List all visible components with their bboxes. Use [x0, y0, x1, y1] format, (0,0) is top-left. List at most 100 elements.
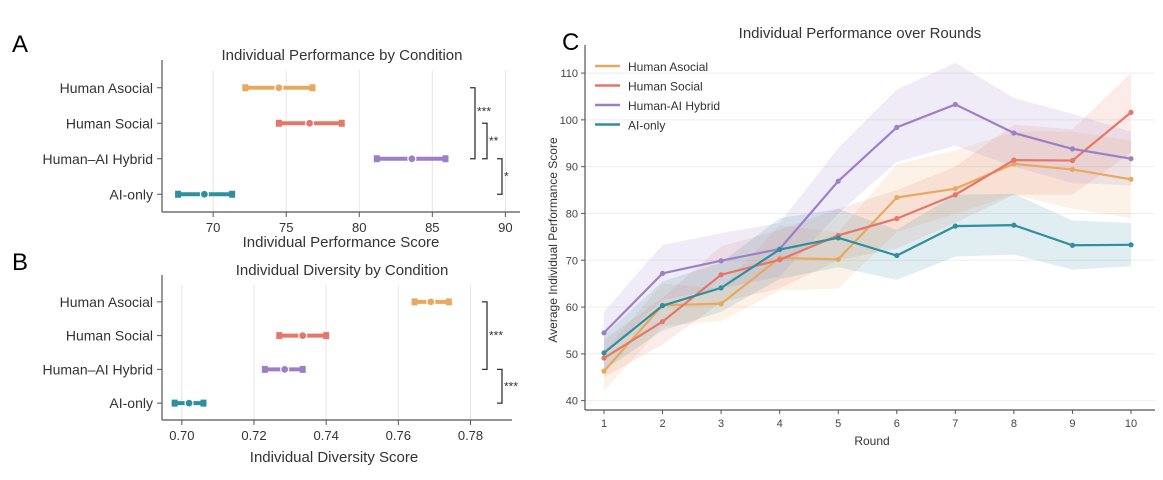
- significance-bracket: [482, 122, 488, 160]
- error-cap: [323, 332, 330, 340]
- error-cap: [171, 399, 178, 407]
- y-tick-label: 80: [566, 208, 578, 220]
- x-tick-label: 70: [206, 220, 220, 235]
- confidence-band: [604, 193, 1131, 371]
- confidence-band: [604, 62, 1131, 354]
- x-tick-label: 90: [498, 220, 512, 235]
- data-point: [1011, 130, 1017, 136]
- x-tick-label: 85: [425, 220, 439, 235]
- y-tick-label: 110: [560, 68, 578, 80]
- data-point: [952, 101, 958, 108]
- panel-letter-c: C: [562, 29, 579, 56]
- series-line: [603, 111, 1132, 359]
- panel-c-ylabel: Average Individual Performance Score: [546, 137, 560, 343]
- data-point: [952, 186, 958, 192]
- y-tick-label: 100: [560, 115, 578, 127]
- x-tick-label: 9: [1069, 418, 1075, 430]
- mean-point: [426, 297, 436, 307]
- data-point: [1128, 156, 1134, 162]
- data-point: [835, 256, 841, 262]
- category-label: AI-only: [109, 395, 153, 411]
- data-point: [1128, 176, 1134, 182]
- data-point: [1069, 242, 1076, 248]
- x-tick-label: 5: [835, 418, 841, 430]
- significance-bracket: [497, 158, 503, 195]
- data-point: [659, 318, 666, 325]
- mean-point: [184, 398, 194, 408]
- series-line: [603, 224, 1132, 354]
- error-cap: [442, 155, 449, 163]
- error-cap: [338, 119, 345, 127]
- data-point: [835, 235, 841, 241]
- legend-label: Human-AI Hybrid: [628, 99, 720, 113]
- series-line: [603, 162, 1132, 372]
- data-point: [894, 252, 900, 259]
- confidence-band: [604, 73, 1131, 378]
- x-tick-label: 3: [718, 418, 724, 430]
- panel-c-title: Individual Performance over Rounds: [739, 25, 982, 42]
- significance-label: ***: [477, 104, 491, 118]
- panel-b-xlabel: Individual Diversity Score: [250, 449, 418, 466]
- panel-b-title: Individual Diversity by Condition: [236, 262, 449, 279]
- data-point: [601, 330, 607, 336]
- panel-a-title: Individual Performance by Condition: [222, 47, 463, 64]
- x-tick-label: 4: [777, 418, 783, 430]
- data-point: [1128, 242, 1134, 248]
- error-cap: [373, 155, 380, 163]
- confidence-band: [604, 131, 1131, 392]
- x-tick-label: 0.74: [314, 428, 339, 443]
- category-label: Human–AI Hybrid: [43, 361, 154, 377]
- y-tick-label: 40: [566, 396, 578, 408]
- panel-c-xlabel: Round: [854, 434, 889, 448]
- data-point: [1069, 166, 1076, 173]
- category-label: Human Social: [66, 328, 153, 344]
- mean-point: [304, 118, 315, 128]
- significance-bracket: [482, 301, 488, 371]
- significance-label: ***: [489, 329, 503, 343]
- data-point: [952, 192, 958, 198]
- x-tick-label: 1: [601, 418, 607, 430]
- data-point: [718, 301, 724, 307]
- error-cap: [200, 399, 207, 407]
- data-point: [718, 272, 724, 278]
- category-label: Human–AI Hybrid: [43, 151, 154, 167]
- y-tick-label: 50: [566, 349, 578, 361]
- data-point: [659, 270, 666, 276]
- x-tick-label: 2: [659, 418, 665, 430]
- x-tick-label: 8: [1011, 418, 1017, 430]
- significance-label: *: [504, 170, 509, 184]
- x-tick-label: 0.76: [386, 428, 411, 443]
- panel-a-xlabel: Individual Performance Score: [243, 234, 440, 251]
- y-tick-label: 70: [566, 255, 578, 267]
- mean-point: [298, 331, 308, 341]
- error-cap: [275, 119, 282, 127]
- y-tick-label: 60: [566, 302, 578, 314]
- category-label: Human Asocial: [60, 80, 153, 96]
- data-point: [601, 368, 607, 374]
- x-tick-label: 0.78: [458, 428, 483, 443]
- series-line: [603, 103, 1132, 334]
- significance-bracket: [497, 368, 503, 404]
- error-cap: [299, 365, 306, 373]
- error-cap: [242, 84, 249, 92]
- data-point: [894, 124, 900, 130]
- x-tick-label: 7: [952, 418, 958, 430]
- data-point: [718, 285, 724, 291]
- error-cap: [229, 190, 236, 198]
- data-point: [894, 216, 900, 222]
- category-label: Human Asocial: [60, 294, 153, 310]
- category-label: AI-only: [109, 186, 153, 202]
- data-point: [777, 257, 783, 263]
- data-point: [1011, 161, 1017, 167]
- panel-letter-b: B: [12, 249, 28, 276]
- data-point: [1011, 157, 1017, 163]
- x-tick-label: 75: [279, 220, 293, 235]
- error-cap: [445, 298, 452, 306]
- data-point: [601, 355, 607, 361]
- data-point: [601, 350, 607, 356]
- x-tick-label: 6: [894, 418, 900, 430]
- legend-label: AI-only: [628, 119, 665, 133]
- x-tick-label: 10: [1125, 418, 1137, 430]
- error-cap: [175, 190, 182, 198]
